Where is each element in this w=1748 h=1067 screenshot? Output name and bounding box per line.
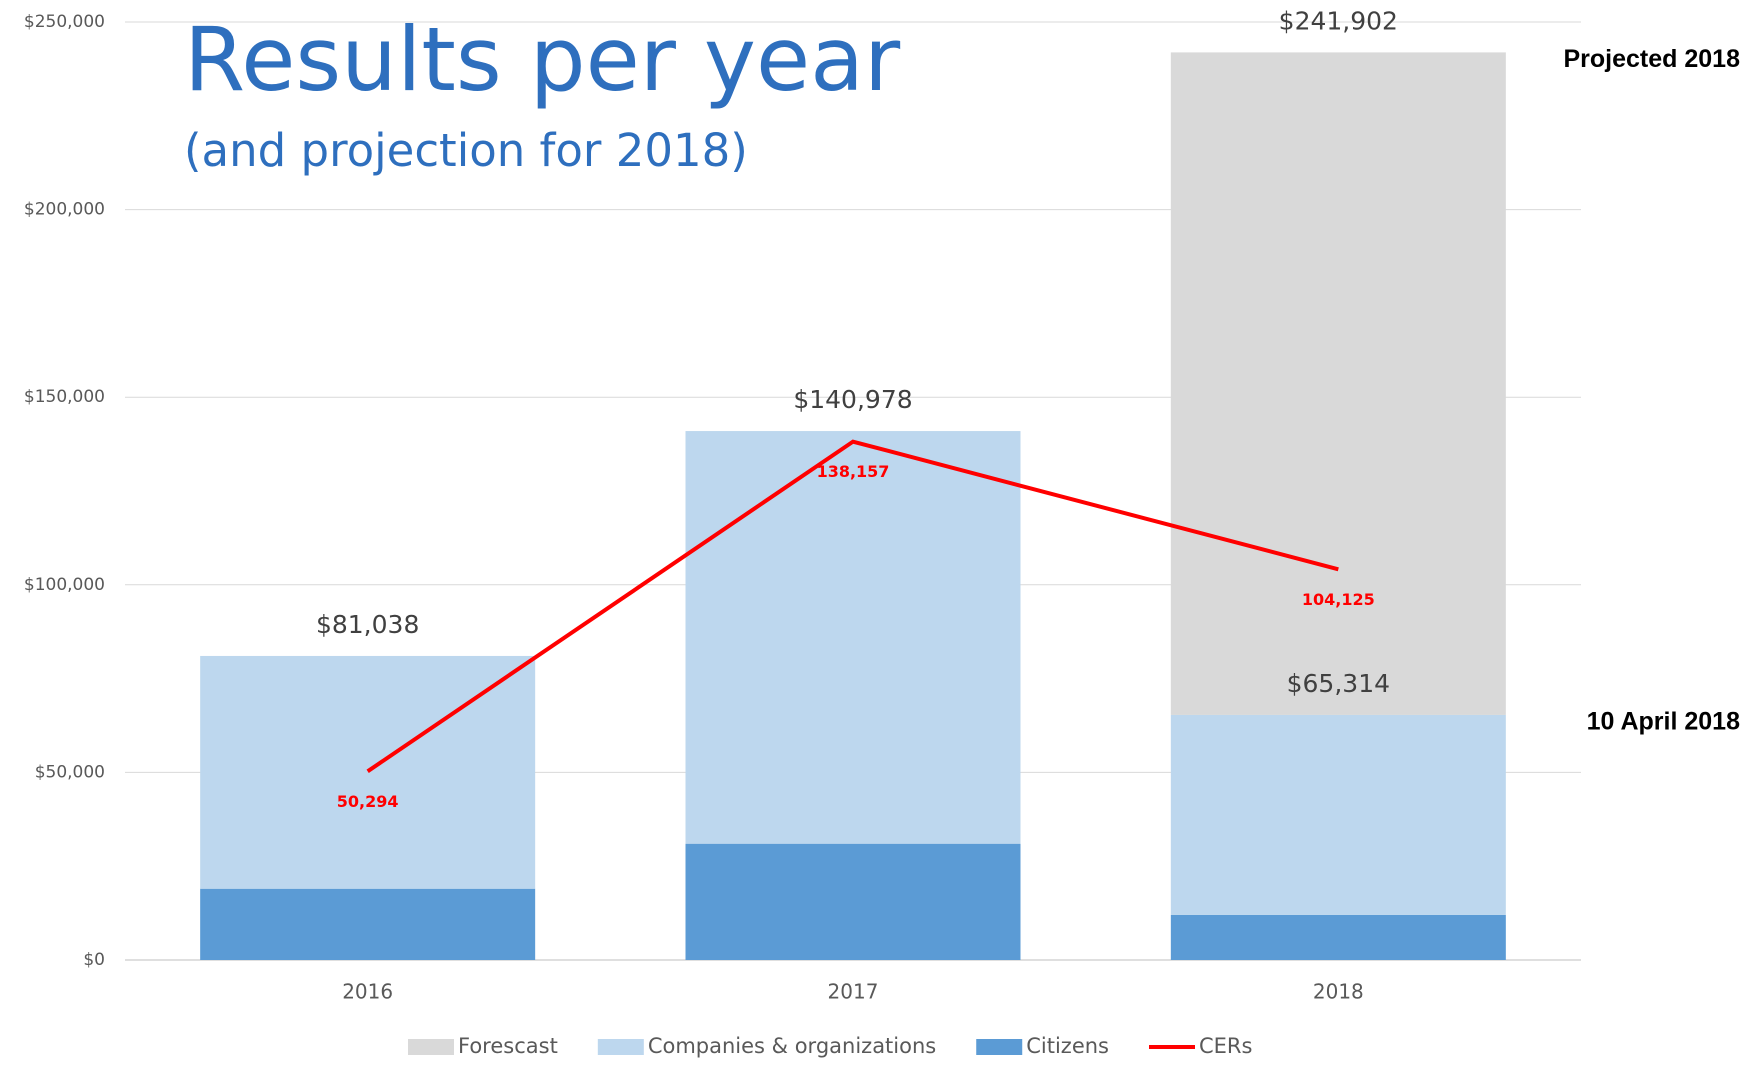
data-label: 104,125 bbox=[1302, 590, 1375, 609]
plot-layer: $0 $50,000 $100,000 $150,000 $200,000 $250,00… bbox=[24, 6, 1740, 1058]
bar-segment bbox=[200, 888, 536, 960]
note-label: Projected 2018 bbox=[1564, 45, 1741, 73]
x-tick-label: 2017 bbox=[828, 980, 879, 1004]
x-tick-label: 2016 bbox=[342, 980, 393, 1004]
legend-swatch bbox=[976, 1039, 1023, 1055]
bar-segment bbox=[685, 843, 1021, 960]
total-label: $140,978 bbox=[793, 385, 912, 414]
total-label: $65,314 bbox=[1287, 669, 1390, 698]
chart-title: Results per year bbox=[184, 8, 901, 111]
legend-label: Citizens bbox=[1026, 1034, 1109, 1058]
legend-swatch bbox=[597, 1039, 644, 1055]
y-tick-label: $100,000 bbox=[24, 575, 105, 595]
legend-label: Companies & organizations bbox=[648, 1034, 936, 1058]
total-label: $81,038 bbox=[316, 610, 419, 639]
bar-segment bbox=[1170, 52, 1506, 715]
bar-segment bbox=[1170, 914, 1506, 960]
x-tick-label: 2018 bbox=[1313, 980, 1364, 1004]
total-label: $241,902 bbox=[1279, 6, 1398, 35]
note-label: 10 April 2018 bbox=[1587, 708, 1740, 736]
y-tick-label: $250,000 bbox=[24, 12, 105, 32]
legend-label: CERs bbox=[1199, 1034, 1252, 1058]
y-tick-label: $150,000 bbox=[24, 387, 105, 407]
data-label: 138,157 bbox=[817, 462, 890, 481]
legend-swatch bbox=[408, 1039, 454, 1055]
bar-segment bbox=[1170, 714, 1506, 915]
y-tick-label: $0 bbox=[83, 950, 105, 970]
legend-label: Forescast bbox=[458, 1034, 558, 1058]
data-label: 50,294 bbox=[337, 792, 399, 811]
y-tick-label: $200,000 bbox=[24, 200, 105, 220]
line-series bbox=[366, 439, 1339, 773]
chart-subtitle: (and projection for 2018) bbox=[184, 124, 748, 177]
y-tick-label: $50,000 bbox=[35, 762, 105, 782]
bar-segment bbox=[685, 431, 1021, 844]
